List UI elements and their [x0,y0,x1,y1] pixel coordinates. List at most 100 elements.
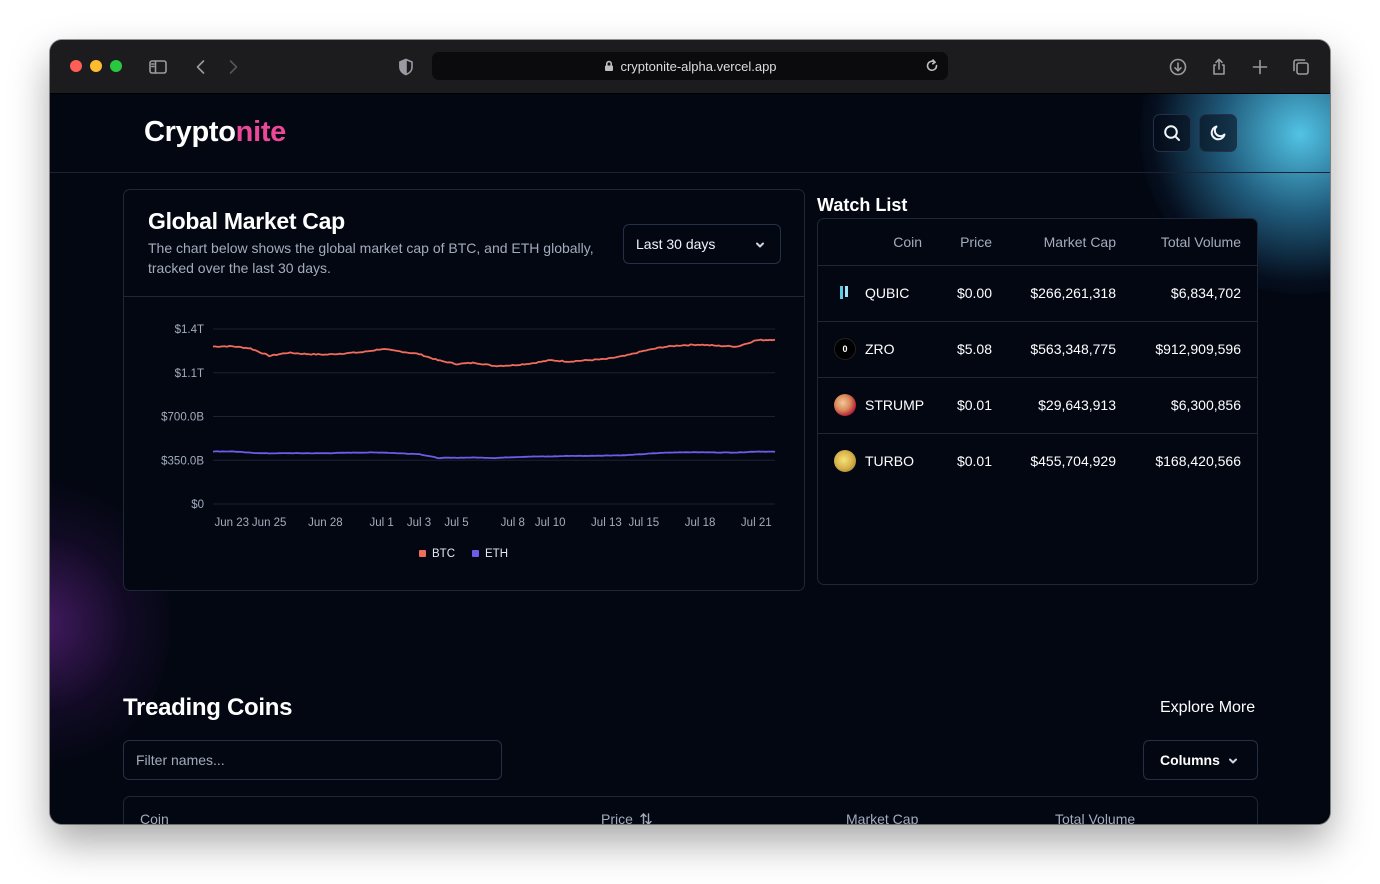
trending-table: Coin Price Market Cap Total Volume [123,796,1258,824]
new-tab-icon[interactable] [1248,55,1272,79]
coin-market-cap: $29,643,913 [1006,377,1130,434]
x-tick-label: Jun 28 [308,517,343,529]
column-header-total-volume: Total Volume [1130,219,1257,266]
coin-volume: $6,300,856 [1130,377,1257,434]
series-line-btc [212,338,776,368]
y-tick-label: $700.0B [161,412,204,424]
watchlist-row[interactable]: STRUMP $0.01 $29,643,913 $6,300,856 [818,377,1257,434]
x-tick-label: Jul 18 [685,517,716,529]
column-header-price: Price [938,219,1006,266]
lock-icon [605,60,614,71]
coin-volume: $6,834,702 [1130,265,1257,322]
address-bar[interactable]: cryptonite-alpha.vercel.app [432,52,948,80]
search-button[interactable] [1153,114,1191,152]
legend-label-eth: ETH [485,548,508,560]
x-tick-label: Jul 5 [444,517,468,529]
coin-volume: $912,909,596 [1130,321,1257,378]
strump-icon [834,394,856,416]
zro-icon: 0 [834,338,856,360]
logo-accent-text: nite [235,116,287,148]
filter-names-input[interactable] [123,740,502,780]
watchlist-card: Coin Price Market Cap Total Volume QUBIC [817,218,1258,585]
trending-column-price[interactable]: Price [601,811,653,824]
forward-icon[interactable] [221,55,245,79]
coin-price: $0.01 [938,377,1006,434]
search-icon [1164,125,1180,141]
y-tick-label: $1.4T [175,324,204,336]
site-header: Cryptonite [50,94,1330,173]
y-tick-label: $0 [191,499,204,511]
sort-arrows-icon[interactable] [639,812,653,824]
watchlist-row[interactable]: TURBO $0.01 $455,704,929 $168,420,566 [818,433,1257,489]
coin-cell: 0 ZRO [818,321,938,378]
chevron-down-icon [756,242,764,248]
coin-volume: $168,420,566 [1155,453,1241,470]
legend-label-btc: BTC [432,548,455,560]
coin-price: $0.00 [938,265,1006,322]
zoom-window-button[interactable] [110,60,122,72]
market-cap-chart: $0 $350.0B $700.0B $1.1T $1.4T Jun 23 Jun 25 Ju… [161,324,776,560]
close-window-button[interactable] [70,60,82,72]
legend-swatch-eth [472,550,479,557]
logo-main-text: Crypto [144,116,236,148]
coin-cell: TURBO [818,433,938,489]
x-tick-label: Jul 1 [369,517,393,529]
column-header-market-cap: Market Cap [1006,219,1130,266]
shield-icon[interactable] [394,55,418,79]
moon-icon [1210,125,1226,141]
range-select-value: Last 30 days [636,236,716,252]
card-divider [124,296,804,297]
x-tick-label: Jun 23 [214,517,249,529]
explore-more-link[interactable]: Explore More [1160,699,1256,716]
browser-window: cryptonite-alpha.vercel.app Cryptonite [50,40,1330,824]
coin-cell: QUBIC [818,265,938,322]
coin-price: $0.01 [956,453,992,470]
watchlist-row[interactable]: 0 ZRO $5.08 $563,348,775 $912,909,596 [818,321,1257,378]
browser-toolbar: cryptonite-alpha.vercel.app [50,40,1330,94]
market-cap-title: Global Market Cap [148,208,345,234]
x-tick-label: Jul 15 [629,517,660,529]
qubic-icon [834,282,856,304]
watchlist-row[interactable]: QUBIC $0.00 $266,261,318 $6,834,702 [818,265,1257,322]
x-tick-label: Jun 25 [252,517,287,529]
legend-swatch-btc [419,550,426,557]
chevron-down-icon [1229,758,1237,764]
coin-price: $5.08 [938,321,1006,378]
sidebar-toggle-icon[interactable] [146,55,170,79]
trending-column-coin[interactable]: Coin [140,811,169,824]
y-tick-label: $1.1T [175,368,204,380]
range-select[interactable]: Last 30 days [623,224,781,264]
market-cap-card: Global Market Cap The chart below shows … [123,189,805,591]
tab-overview-icon[interactable] [1289,55,1313,79]
x-tick-label: Jul 21 [741,517,772,529]
columns-label: Columns [1160,752,1220,768]
minimize-window-button[interactable] [90,60,102,72]
reload-icon[interactable] [922,56,942,76]
watchlist-header-row: Coin Price Market Cap Total Volume [818,219,1257,266]
columns-button[interactable]: Columns [1143,740,1258,780]
coin-market-cap: $563,348,775 [1006,321,1130,378]
market-cap-description: The chart below shows the global market … [148,240,594,276]
theme-toggle-button[interactable] [1199,114,1237,152]
download-icon[interactable] [1166,55,1190,79]
x-tick-label: Jul 13 [591,517,622,529]
coin-name: TURBO [865,453,914,470]
x-tick-label: Jul 3 [407,517,431,529]
x-tick-label: Jul 8 [501,517,525,529]
back-icon[interactable] [189,55,213,79]
coin-name: STRUMP [865,397,925,413]
trending-title: Treading Coins [123,694,293,721]
share-icon[interactable] [1207,55,1231,79]
trending-column-market-cap[interactable]: Market Cap [846,811,919,824]
coin-name: ZRO [865,341,895,357]
site-logo[interactable]: Cryptonite [144,116,286,149]
coin-cell: STRUMP [818,377,938,434]
y-tick-label: $350.0B [161,455,204,467]
trending-column-price-label: Price [601,811,633,824]
url-text: cryptonite-alpha.vercel.app [620,58,777,74]
coin-name: QUBIC [865,285,910,301]
watchlist-title: Watch List [817,195,908,215]
trending-column-total-volume[interactable]: Total Volume [1055,811,1136,824]
coin-market-cap: $266,261,318 [1006,265,1130,322]
page: Cryptonite Global Market Cap The chart b… [50,94,1330,824]
